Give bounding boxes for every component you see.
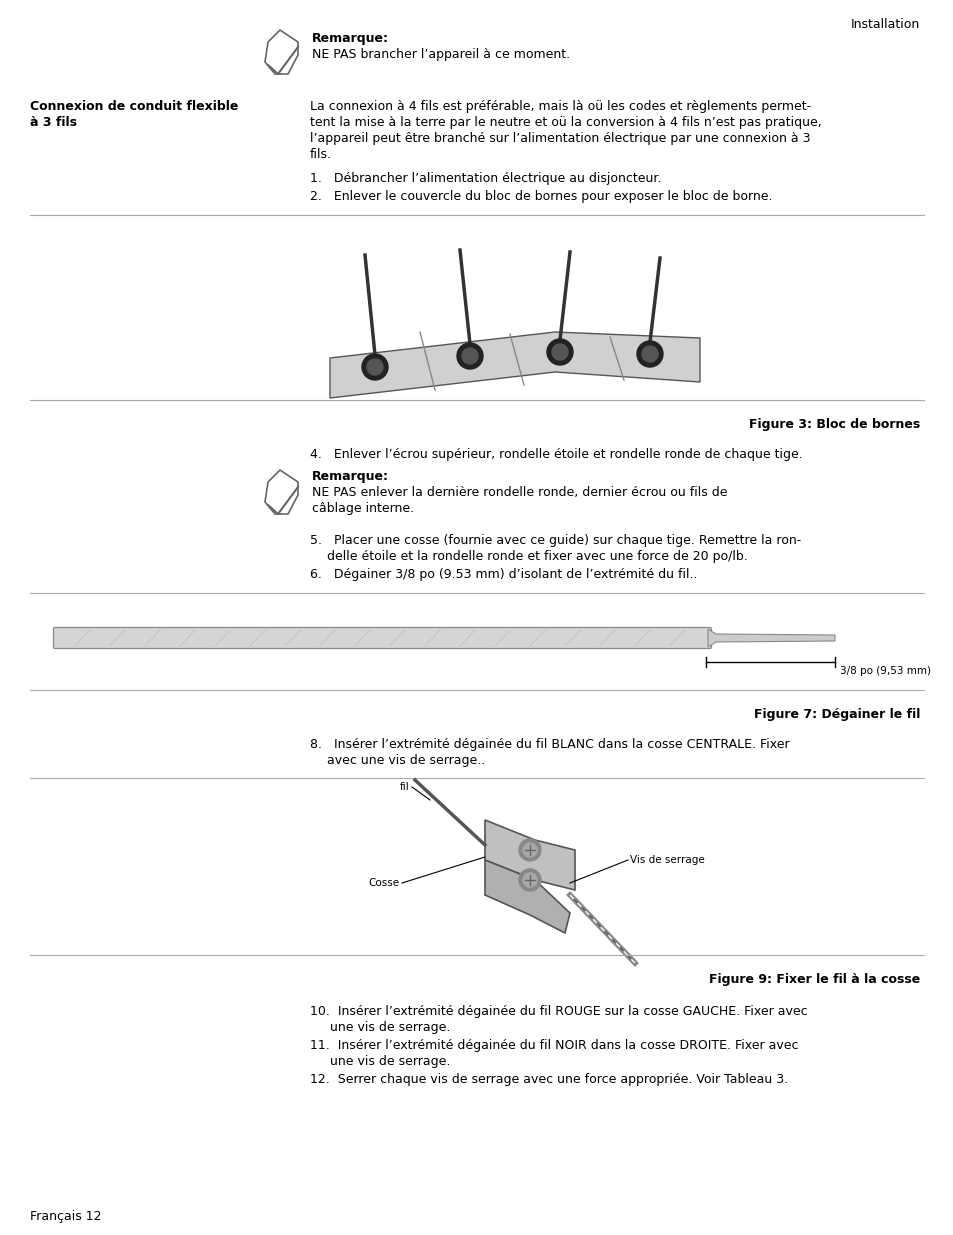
Text: 1.   Débrancher l’alimentation électrique au disjoncteur.: 1. Débrancher l’alimentation électrique … — [310, 172, 660, 185]
Text: une vis de serrage.: une vis de serrage. — [330, 1021, 450, 1034]
Text: Français 12: Français 12 — [30, 1210, 101, 1223]
Text: delle étoile et la rondelle ronde et fixer avec une force de 20 po/lb.: delle étoile et la rondelle ronde et fix… — [327, 550, 747, 563]
Polygon shape — [330, 332, 700, 398]
Text: 10.  Insérer l’extrémité dégainée du fil ROUGE sur la cosse GAUCHE. Fixer avec: 10. Insérer l’extrémité dégainée du fil … — [310, 1005, 807, 1018]
Circle shape — [461, 348, 477, 364]
Text: Remarque:: Remarque: — [312, 32, 389, 44]
Text: Cosse: Cosse — [369, 878, 399, 888]
Polygon shape — [484, 860, 569, 932]
Polygon shape — [707, 629, 834, 647]
Text: fil: fil — [400, 782, 410, 792]
Circle shape — [637, 341, 662, 367]
Circle shape — [367, 359, 382, 375]
Circle shape — [641, 346, 658, 362]
Text: 8.   Insérer l’extrémité dégainée du fil BLANC dans la cosse CENTRALE. Fixer: 8. Insérer l’extrémité dégainée du fil B… — [310, 739, 789, 751]
Text: à 3 fils: à 3 fils — [30, 116, 77, 128]
Text: câblage interne.: câblage interne. — [312, 501, 414, 515]
Text: Figure 7: Dégainer le fil: Figure 7: Dégainer le fil — [753, 708, 919, 721]
Text: tent la mise à la terre par le neutre et oü la conversion à 4 fils n’est pas pra: tent la mise à la terre par le neutre et… — [310, 116, 821, 128]
Text: 12.  Serrer chaque vis de serrage avec une force appropriée. Voir Tableau 3.: 12. Serrer chaque vis de serrage avec un… — [310, 1073, 787, 1086]
Text: l’appareil peut être branché sur l’alimentation électrique par une connexion à 3: l’appareil peut être branché sur l’alime… — [310, 132, 810, 144]
Circle shape — [552, 345, 567, 359]
Text: une vis de serrage.: une vis de serrage. — [330, 1055, 450, 1068]
Text: NE PAS brancher l’appareil à ce moment.: NE PAS brancher l’appareil à ce moment. — [312, 48, 570, 61]
FancyBboxPatch shape — [53, 627, 711, 648]
Circle shape — [456, 343, 482, 369]
Circle shape — [522, 844, 537, 857]
Text: Figure 3: Bloc de bornes: Figure 3: Bloc de bornes — [748, 417, 919, 431]
Text: Installation: Installation — [850, 19, 919, 31]
Text: 5.   Placer une cosse (fournie avec ce guide) sur chaque tige. Remettre la ron-: 5. Placer une cosse (fournie avec ce gui… — [310, 534, 801, 547]
Text: Figure 9: Fixer le fil à la cosse: Figure 9: Fixer le fil à la cosse — [708, 973, 919, 986]
Polygon shape — [484, 820, 575, 890]
Circle shape — [518, 869, 540, 890]
Circle shape — [518, 839, 540, 861]
Text: 2.   Enlever le couvercle du bloc de bornes pour exposer le bloc de borne.: 2. Enlever le couvercle du bloc de borne… — [310, 190, 772, 203]
Text: Remarque:: Remarque: — [312, 471, 389, 483]
Text: La connexion à 4 fils est préférable, mais là oü les codes et règlements permet-: La connexion à 4 fils est préférable, ma… — [310, 100, 810, 112]
Text: avec une vis de serrage..: avec une vis de serrage.. — [327, 755, 485, 767]
Text: fils.: fils. — [310, 148, 332, 161]
Text: Vis de serrage: Vis de serrage — [629, 855, 704, 864]
Circle shape — [522, 873, 537, 887]
Text: 6.   Dégainer 3/8 po (9.53 mm) d’isolant de l’extrémité du fil..: 6. Dégainer 3/8 po (9.53 mm) d’isolant d… — [310, 568, 697, 580]
Circle shape — [361, 354, 388, 380]
Circle shape — [546, 338, 573, 366]
Text: 3/8 po (9,53 mm): 3/8 po (9,53 mm) — [840, 666, 930, 676]
Text: 11.  Insérer l’extrémité dégainée du fil NOIR dans la cosse DROITE. Fixer avec: 11. Insérer l’extrémité dégainée du fil … — [310, 1039, 798, 1052]
Text: Connexion de conduit flexible: Connexion de conduit flexible — [30, 100, 238, 112]
Text: 4.   Enlever l’écrou supérieur, rondelle étoile et rondelle ronde de chaque tige: 4. Enlever l’écrou supérieur, rondelle é… — [310, 448, 801, 461]
Text: NE PAS enlever la dernière rondelle ronde, dernier écrou ou fils de: NE PAS enlever la dernière rondelle rond… — [312, 487, 727, 499]
